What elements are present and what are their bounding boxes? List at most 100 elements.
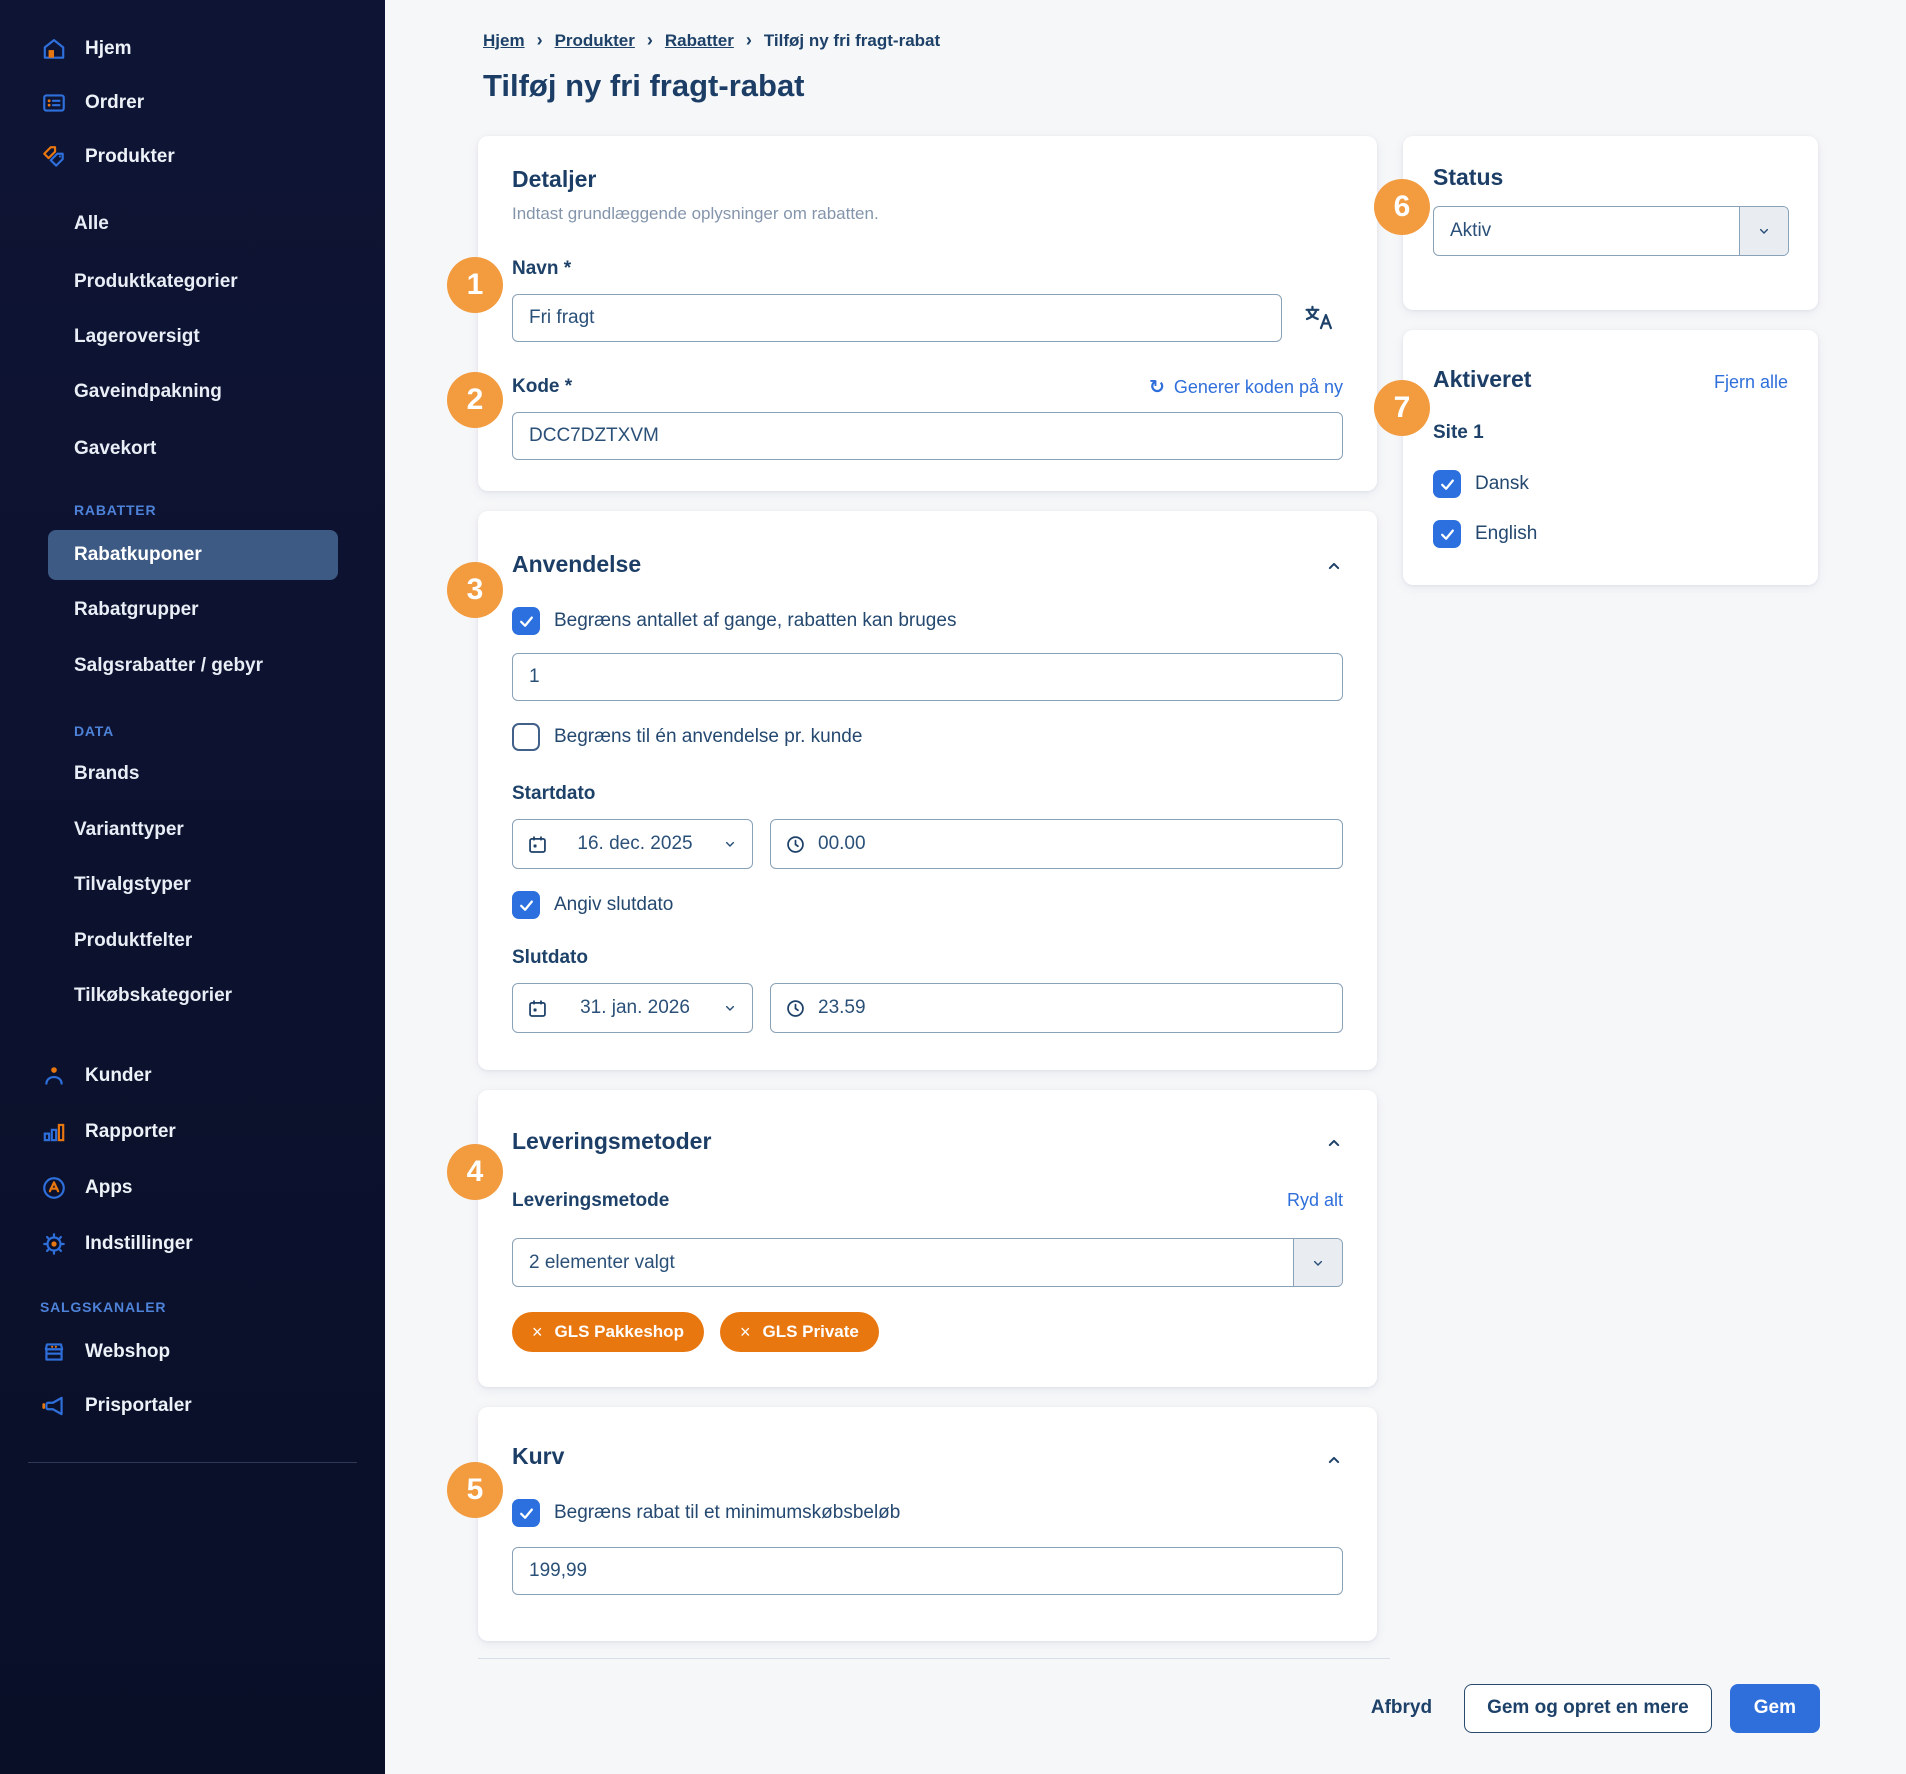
- tag-label: GLS Pakkeshop: [554, 1322, 684, 1341]
- start-time-value: 00.00: [818, 833, 866, 854]
- chevron-down-icon: [725, 841, 735, 847]
- tag-gls-private[interactable]: × GLS Private: [719, 1312, 879, 1352]
- reports-icon: [40, 1119, 67, 1146]
- shipping-method-select[interactable]: 2 elementer valgt: [512, 1238, 1343, 1287]
- details-card: Detaljer Indtast grundlæggende oplysning…: [478, 136, 1377, 491]
- limit-per-customer-checkbox[interactable]: [512, 723, 540, 751]
- sidebar-item-product-categories[interactable]: Produktkategorier: [0, 262, 385, 302]
- limit-total-uses-checkbox[interactable]: [512, 607, 540, 635]
- sidebar-item-apps[interactable]: Apps: [0, 1166, 385, 1210]
- sidebar-item-label: Produktfelter: [74, 930, 193, 951]
- clear-all-link[interactable]: Ryd alt: [1286, 1190, 1343, 1210]
- translate-icon[interactable]: [1302, 302, 1336, 337]
- annotation-circle-3: 3: [447, 562, 503, 618]
- shipping-select-value: 2 elementer valgt: [529, 1251, 675, 1273]
- sidebar-item-home[interactable]: Hjem: [0, 27, 385, 71]
- sidebar-item-addon-categories[interactable]: Tilkøbskategorier: [0, 976, 385, 1016]
- sidebar-item-product-fields[interactable]: Produktfelter: [0, 921, 385, 961]
- sidebar-item-products[interactable]: Produkter: [0, 135, 385, 179]
- sidebar-item-gift-cards[interactable]: Gavekort: [0, 429, 385, 469]
- footer-divider: [478, 1658, 1390, 1659]
- end-time-field[interactable]: 23.59: [770, 983, 1343, 1033]
- english-checkbox[interactable]: [1433, 520, 1461, 548]
- cancel-button[interactable]: Afbryd: [1357, 1697, 1446, 1719]
- language-label: Dansk: [1475, 473, 1529, 494]
- sidebar-item-label: Brands: [74, 763, 140, 784]
- status-select[interactable]: Aktiv: [1433, 206, 1789, 256]
- sidebar-item-label: Apps: [85, 1177, 133, 1198]
- sidebar-item-label: Rabatgrupper: [74, 599, 199, 620]
- sidebar-item-label: Gavekort: [74, 438, 157, 459]
- remove-tag-icon[interactable]: ×: [739, 1321, 751, 1342]
- name-label: Navn *: [512, 258, 572, 279]
- chevron-up-icon: [1328, 1139, 1340, 1147]
- annotation-circle-4: 4: [447, 1144, 503, 1200]
- sidebar-item-webshop[interactable]: Webshop: [0, 1330, 385, 1374]
- start-date-picker[interactable]: 16. dec. 2025: [512, 819, 753, 869]
- limit-per-customer-label: Begræns til én anvendelse pr. kunde: [554, 726, 863, 747]
- name-field[interactable]: [512, 294, 1282, 342]
- sidebar-item-price-portals[interactable]: Prisportaler: [0, 1384, 385, 1428]
- chevron-down-icon: [1759, 228, 1769, 234]
- sidebar-item-label: Kunder: [85, 1065, 152, 1086]
- sidebar-item-customers[interactable]: Kunder: [0, 1054, 385, 1098]
- check-icon: [519, 899, 533, 911]
- set-end-date-label: Angiv slutdato: [554, 894, 674, 915]
- tag-label: GLS Private: [762, 1322, 859, 1341]
- end-date-picker[interactable]: 31. jan. 2026: [512, 983, 753, 1033]
- dansk-checkbox[interactable]: [1433, 470, 1461, 498]
- limit-total-uses-row: Begræns antallet af gange, rabatten kan …: [512, 607, 956, 635]
- sidebar-item-discount-coupons[interactable]: Rabatkuponer: [48, 530, 338, 580]
- sidebar-item-orders[interactable]: Ordrer: [0, 81, 385, 125]
- sidebar-item-label: Produkter: [85, 146, 175, 167]
- min-amount-checkbox[interactable]: [512, 1499, 540, 1527]
- sidebar-item-gift-wrapping[interactable]: Gaveindpakning: [0, 372, 385, 412]
- min-amount-label: Begræns rabat til et minimumskøbsbeløb: [554, 1502, 901, 1523]
- max-uses-field[interactable]: [512, 653, 1343, 701]
- sidebar-section-rabatter: RABATTER: [74, 502, 157, 518]
- sidebar-item-reports[interactable]: Rapporter: [0, 1110, 385, 1154]
- storefront-icon: [40, 1339, 67, 1366]
- chevron-down-icon: [725, 1005, 735, 1011]
- regenerate-code-link[interactable]: ↻ Generer koden på ny: [1148, 376, 1343, 398]
- remove-all-link[interactable]: Fjern alle: [1713, 372, 1788, 392]
- remove-tag-icon[interactable]: ×: [532, 1321, 543, 1342]
- sidebar-item-label: Alle: [74, 213, 109, 234]
- status-card: Status Aktiv: [1403, 136, 1818, 310]
- megaphone-icon: [40, 1393, 67, 1420]
- sidebar-item-label: Tilkøbskategorier: [74, 985, 233, 1006]
- min-amount-field[interactable]: [512, 1547, 1343, 1595]
- collapse-cart-button[interactable]: [1321, 1447, 1347, 1473]
- breadcrumb-current: Tilføj ny fri fragt-rabat: [763, 30, 941, 50]
- sidebar-item-brands[interactable]: Brands: [0, 754, 385, 794]
- sidebar-item-all-products[interactable]: Alle: [0, 204, 385, 244]
- sidebar-item-option-types[interactable]: Tilvalgstyper: [0, 865, 385, 905]
- sidebar-item-sales-discounts[interactable]: Salgsrabatter / gebyr: [0, 646, 385, 686]
- collapse-shipping-button[interactable]: [1321, 1130, 1347, 1156]
- breadcrumb-separator: ›: [745, 30, 752, 50]
- sidebar-item-stock-overview[interactable]: Lageroversigt: [0, 317, 385, 357]
- annotation-circle-1: 1: [447, 257, 503, 313]
- end-time-value: 23.59: [818, 997, 866, 1018]
- orders-icon: [40, 90, 67, 117]
- check-icon: [519, 615, 533, 627]
- set-end-date-checkbox[interactable]: [512, 891, 540, 919]
- breadcrumb-link-discounts[interactable]: Rabatter: [664, 30, 734, 50]
- home-icon: [40, 36, 67, 63]
- sidebar-item-label: Rabatkuponer: [74, 544, 202, 565]
- collapse-usage-button[interactable]: [1321, 553, 1347, 579]
- breadcrumb-link-home[interactable]: Hjem: [483, 30, 525, 50]
- tag-gls-pakkeshop[interactable]: × GLS Pakkeshop: [512, 1312, 704, 1352]
- clock-icon: [785, 998, 806, 1019]
- sidebar-item-variant-types[interactable]: Varianttyper: [0, 810, 385, 850]
- gear-icon: [40, 1231, 67, 1258]
- code-field[interactable]: [512, 412, 1343, 460]
- breadcrumb-link-products[interactable]: Produkter: [554, 30, 635, 50]
- select-caret: [1739, 207, 1788, 255]
- sidebar-item-settings[interactable]: Indstillinger: [0, 1222, 385, 1266]
- usage-card-title: Anvendelse: [512, 551, 642, 577]
- save-button[interactable]: Gem: [1729, 1683, 1820, 1733]
- save-and-create-button[interactable]: Gem og opret en mere: [1464, 1683, 1712, 1733]
- start-time-field[interactable]: 00.00: [770, 819, 1343, 869]
- sidebar-item-discount-groups[interactable]: Rabatgrupper: [0, 590, 385, 630]
